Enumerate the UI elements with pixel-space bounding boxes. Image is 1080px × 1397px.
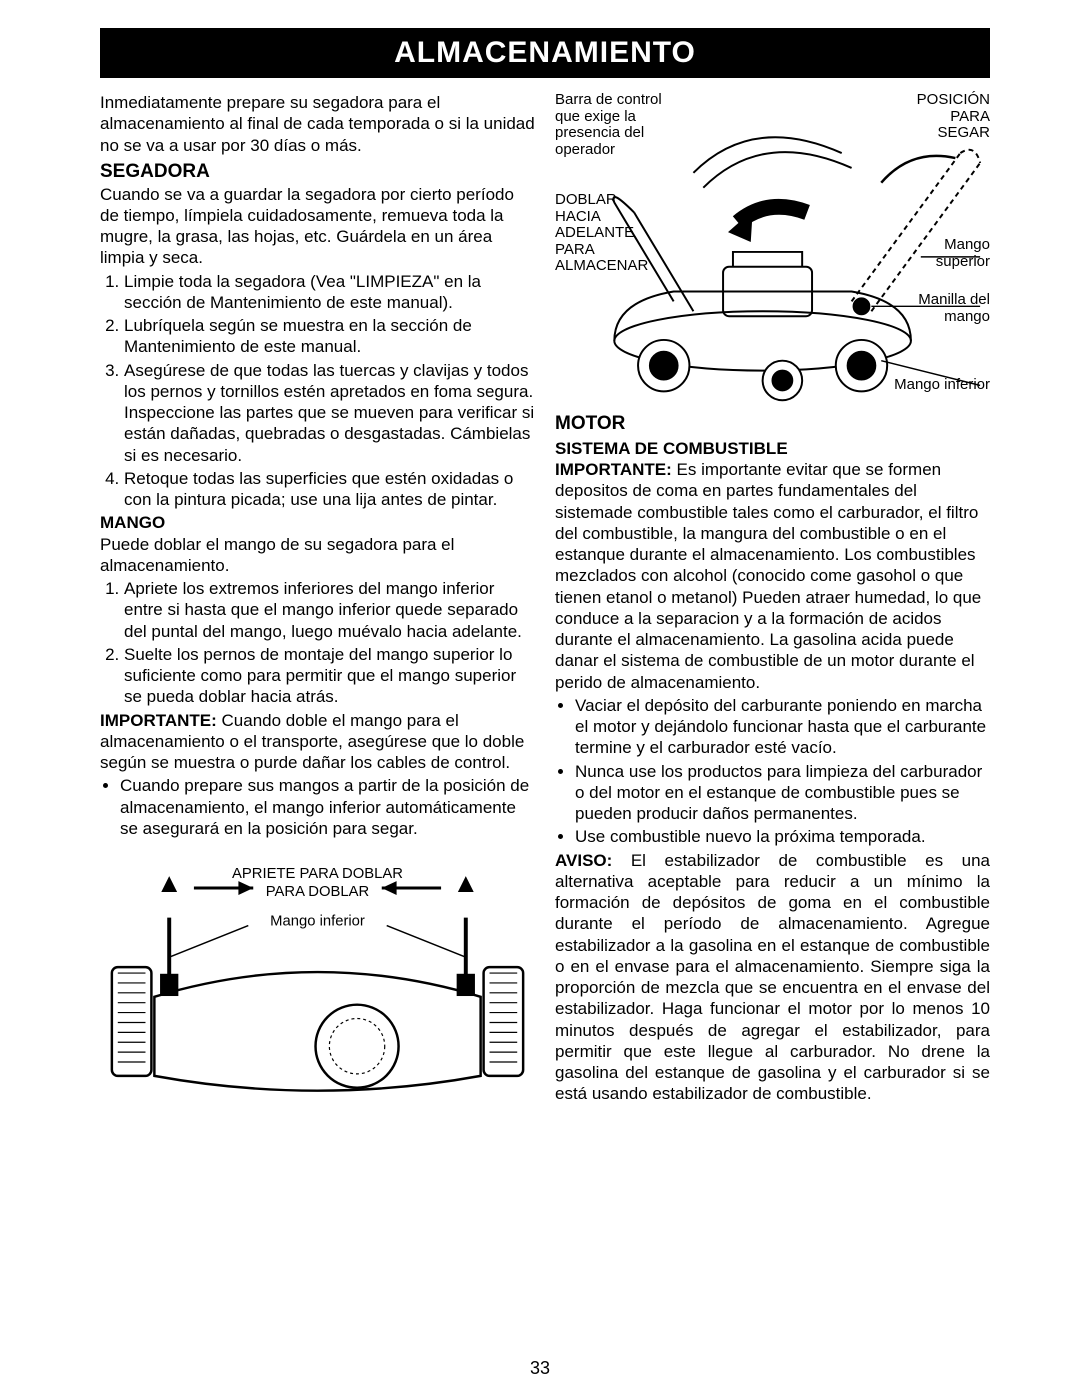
- motor-lead: IMPORTANTE: Es importante evitar que se …: [555, 459, 990, 693]
- right-column: Barra de control que exige la presencia …: [555, 92, 990, 1107]
- figure-top: Barra de control que exige la presencia …: [555, 92, 990, 402]
- mower-rear-svg: APRIETE PARA DOBLAR PARA DOBLAR Mango in…: [100, 847, 535, 1107]
- list-item: Lubríquela según se muestra en la secció…: [124, 315, 535, 358]
- svg-text:PARA DOBLAR: PARA DOBLAR: [266, 884, 370, 900]
- fig1-manilla: Manilla del mango: [900, 292, 990, 325]
- list-item: Asegúrese de que todas las tuercas y cla…: [124, 360, 535, 466]
- list-item: Nunca use los productos para limpieza de…: [575, 761, 990, 825]
- motor-title: MOTOR: [555, 412, 990, 436]
- segadora-list: Limpie toda la segadora (Vea "LIMPIEZA" …: [100, 271, 535, 511]
- motor-subtitle: SISTEMA DE COMBUSTIBLE: [555, 438, 990, 459]
- header-bar: ALMACENAMIENTO: [100, 28, 990, 78]
- list-item: Retoque todas las superficies que estén …: [124, 468, 535, 511]
- list-item: Use combustible nuevo la próxima tempora…: [575, 826, 990, 847]
- mango-title: MANGO: [100, 512, 535, 533]
- aviso-text: El estabilizador de combustible es una a…: [555, 851, 990, 1104]
- segadora-title: SEGADORA: [100, 160, 535, 184]
- fig2-mango-inf: Mango inferior: [270, 914, 365, 930]
- list-item: Limpie toda la segadora (Vea "LIMPIEZA" …: [124, 271, 535, 314]
- motor-lead-text: Es importante evitar que se formen depos…: [555, 460, 981, 692]
- list-item: Cuando prepare sus mangos a partir de la…: [120, 775, 535, 839]
- figure-bottom: APRIETE PARA DOBLAR PARA DOBLAR Mango in…: [100, 847, 535, 1107]
- fig1-posicion: POSICIÓN PARA SEGAR: [900, 92, 990, 142]
- mango-list: Apriete los extremos inferiores del mang…: [100, 578, 535, 708]
- list-item: Apriete los extremos inferiores del mang…: [124, 578, 535, 642]
- left-column: Inmediatamente prepare su segadora para …: [100, 92, 535, 1107]
- fig1-mango-inf: Mango inferior: [894, 377, 990, 394]
- fig1-barra: Barra de control que exige la presencia …: [555, 92, 675, 158]
- aviso-label: AVISO:: [555, 851, 612, 870]
- motor-bullets: Vaciar el depósito del carburante ponien…: [555, 695, 990, 848]
- mango-lead: Puede doblar el mango de su segadora par…: [100, 534, 535, 577]
- list-item: Vaciar el depósito del carburante ponien…: [575, 695, 990, 759]
- mango-bullets: Cuando prepare sus mangos a partir de la…: [100, 775, 535, 839]
- fig1-mango-sup: Mango superior: [910, 237, 990, 270]
- page-number: 33: [0, 1358, 1080, 1379]
- mango-important: IMPORTANTE: Cuando doble el mango para e…: [100, 710, 535, 774]
- important-label: IMPORTANTE:: [555, 460, 672, 479]
- fig2-apriete: APRIETE PARA DOBLAR: [232, 866, 403, 882]
- list-item: Suelte los pernos de montaje del mango s…: [124, 644, 535, 708]
- motor-aviso: AVISO: El estabilizador de combustible e…: [555, 850, 990, 1105]
- intro-text: Inmediatamente prepare su segadora para …: [100, 92, 535, 156]
- important-label: IMPORTANTE:: [100, 711, 217, 730]
- fig1-doblar: DOBLAR HACIA ADELANTE PARA ALMACENAR: [555, 192, 655, 275]
- segadora-lead: Cuando se va a guardar la segadora por c…: [100, 184, 535, 269]
